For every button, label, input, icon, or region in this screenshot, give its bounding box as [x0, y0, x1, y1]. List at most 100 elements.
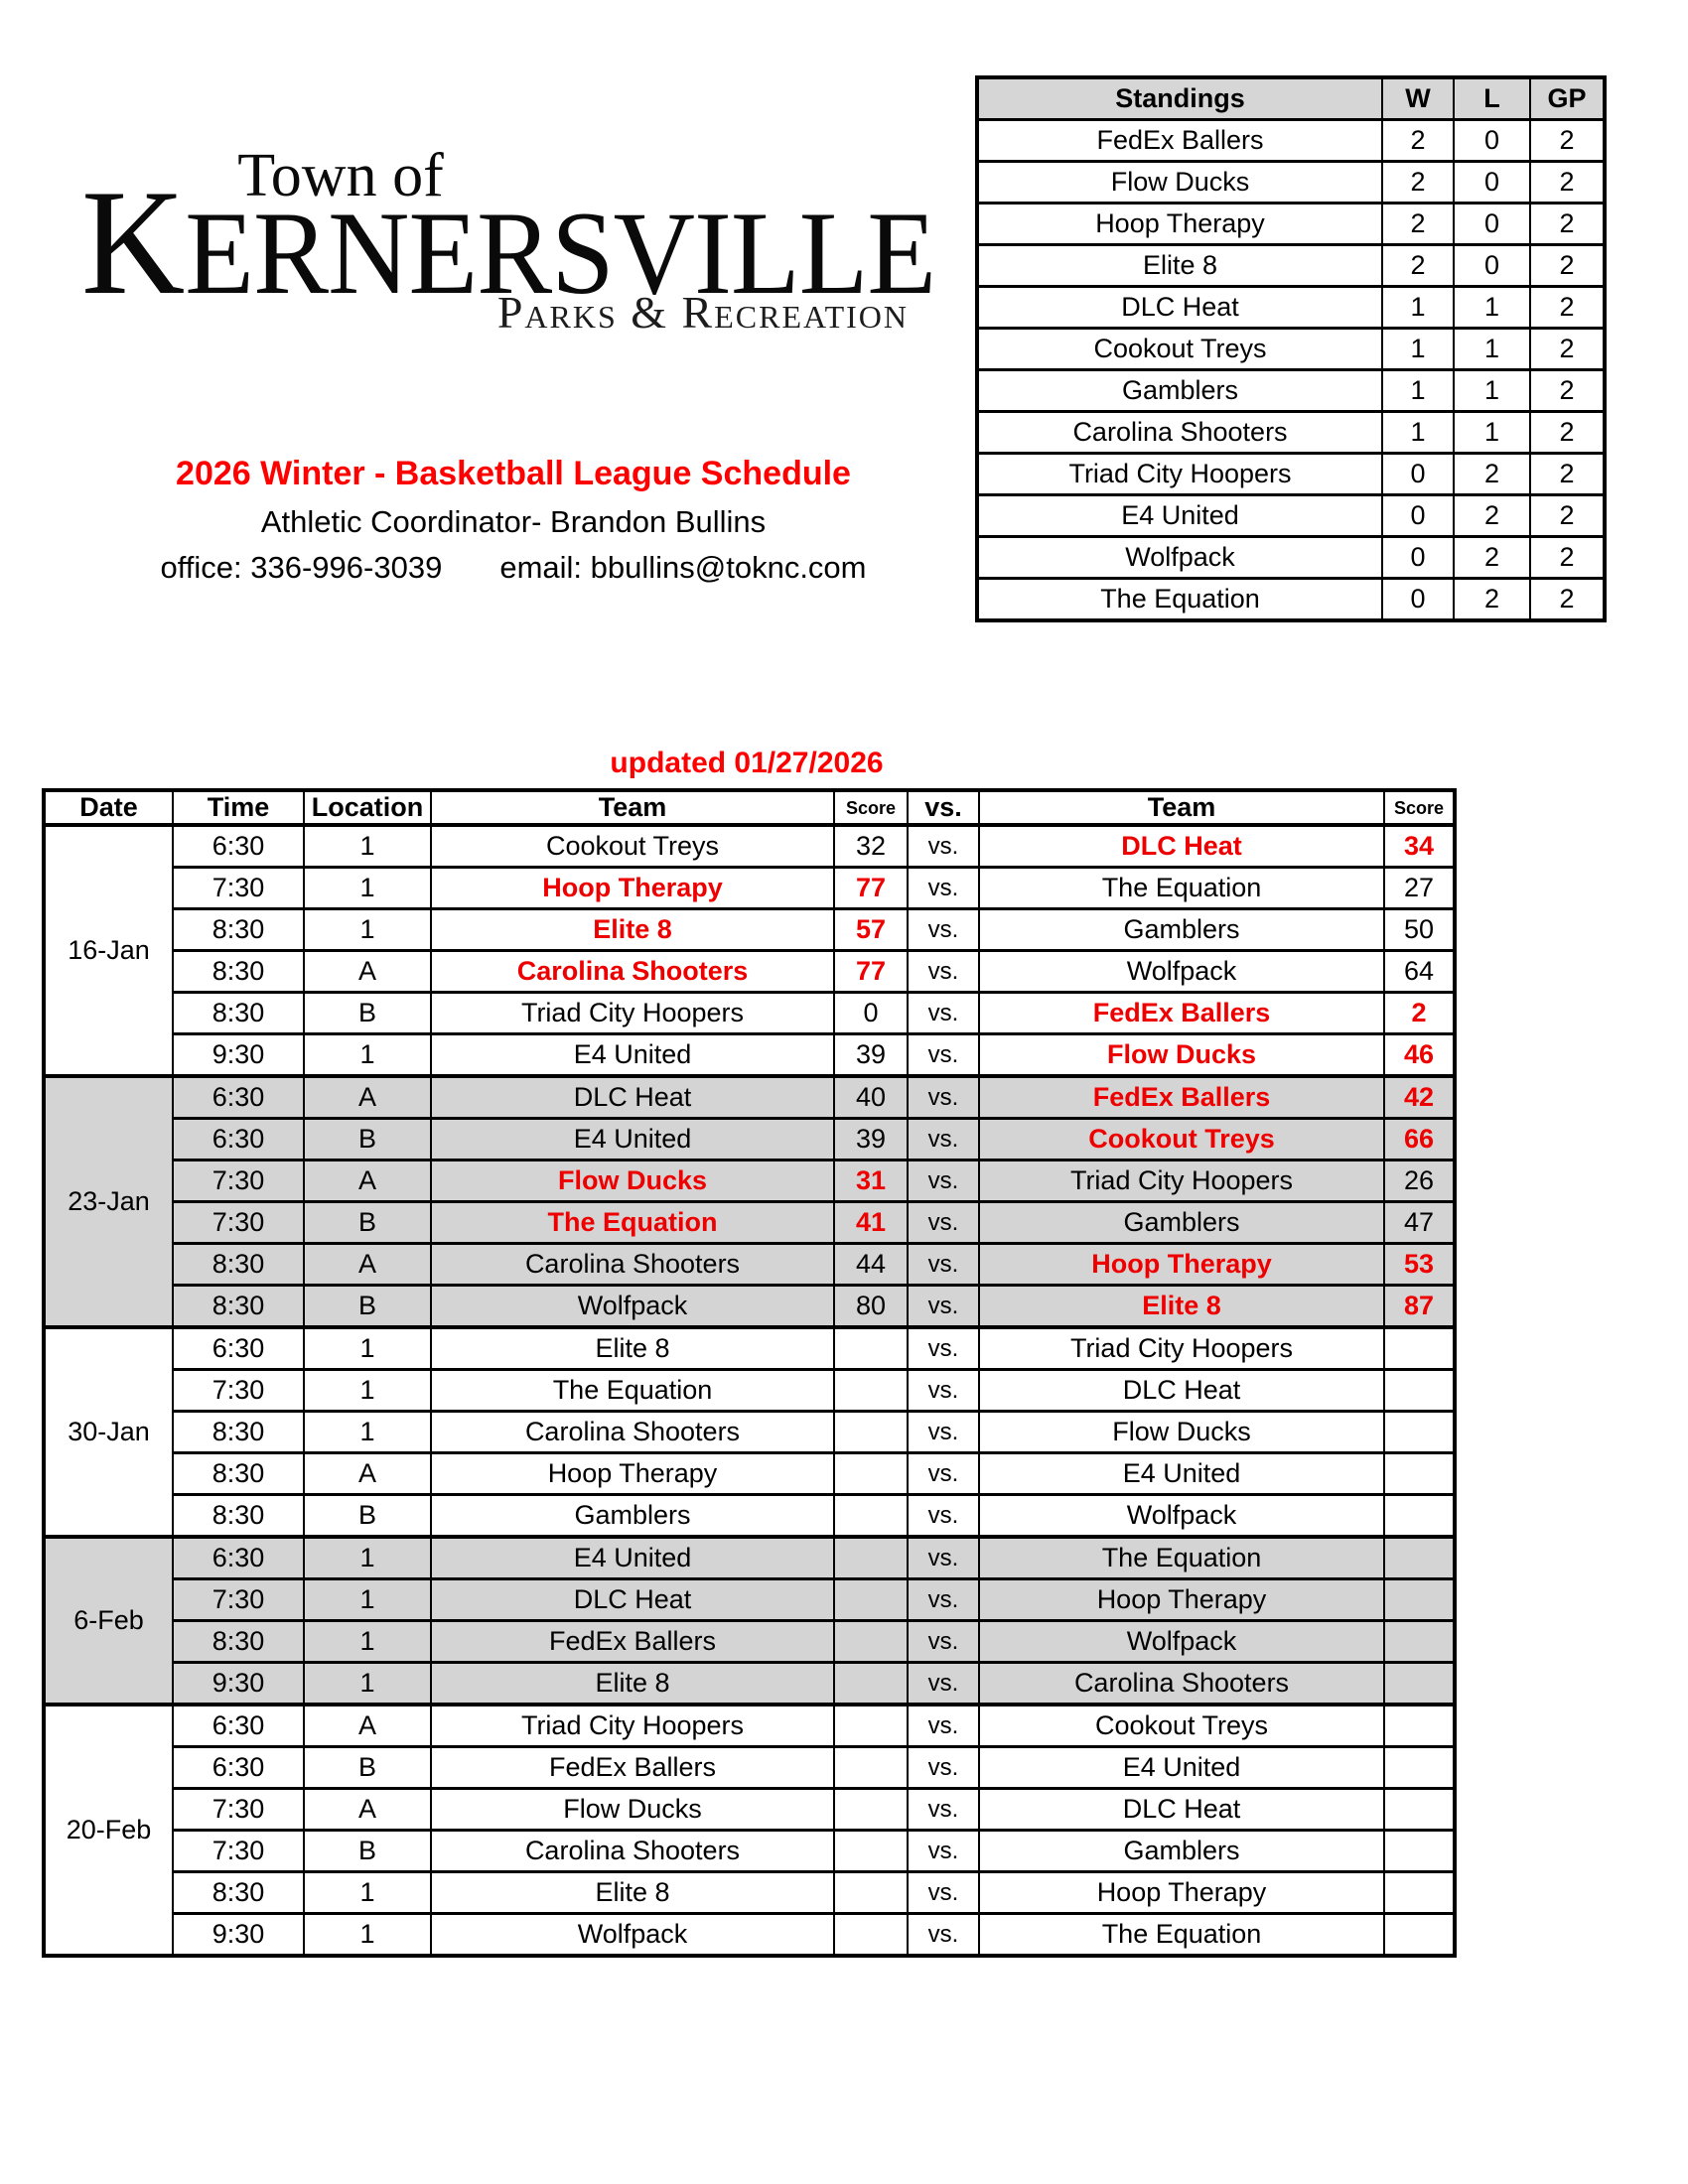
schedule-table: Date Time Location Team Score vs. Team Score 16… [42, 788, 1457, 1958]
home-score-cell [833, 1703, 909, 1748]
standings-wins-value: 2 [1381, 202, 1455, 246]
standings-team-name: Flow Ducks [976, 160, 1383, 205]
date-cell: 16-Jan [43, 823, 174, 1078]
home-score-cell: 77 [833, 866, 909, 910]
away-team-cell: DLC Heat [978, 1787, 1385, 1832]
standings-games-played-value: 2 [1529, 285, 1606, 330]
away-score-cell: 50 [1383, 907, 1456, 952]
time-cell: 6:30 [172, 1074, 305, 1120]
schedule-game-row: 6-Feb 6:30 1 E4 United vs. The Equation [43, 1535, 1456, 1706]
vs-cell: vs. [907, 991, 980, 1035]
location-cell: A [303, 1159, 432, 1203]
logo-parks-and-recreation: Parks & Recreation [496, 287, 909, 338]
standings-row: Wolfpack 0 2 2 [976, 535, 1606, 580]
home-team-cell: Elite 8 [430, 1661, 835, 1706]
away-score-cell [1383, 1870, 1456, 1915]
vs-cell: vs. [907, 1703, 980, 1748]
home-score-cell [833, 1619, 909, 1664]
home-team-cell: Carolina Shooters [430, 949, 835, 994]
home-score-cell [833, 1493, 909, 1539]
standings-wins-value: 2 [1381, 243, 1455, 288]
time-cell: 7:30 [172, 1159, 305, 1203]
date-cell: 23-Jan [43, 1074, 174, 1329]
vs-cell: vs. [907, 1912, 980, 1958]
title-block: 2026 Winter - Basketball League Schedule… [40, 455, 987, 586]
standings-wins-value: 1 [1381, 368, 1455, 413]
home-score-cell [833, 1577, 909, 1622]
home-score-cell [833, 1912, 909, 1958]
location-cell: A [303, 949, 432, 994]
away-score-cell: 53 [1383, 1242, 1456, 1287]
home-team-cell: E4 United [430, 1535, 835, 1580]
away-team-cell: Cookout Treys [978, 1703, 1385, 1748]
coordinator-line: Athletic Coordinator- Brandon Bullins [260, 504, 767, 539]
league-title: 2026 Winter - Basketball League Schedule [176, 455, 851, 492]
time-cell: 7:30 [172, 1829, 305, 1873]
schedule-game-row: 8:30 1 Carolina Shooters vs. Flow Ducks [44, 1410, 1456, 1454]
standings-row: Cookout Treys 1 1 2 [976, 327, 1606, 371]
standings-games-played-value: 2 [1529, 243, 1606, 288]
vs-cell: vs. [907, 1870, 980, 1915]
schedule-game-row: 6:30 B FedEx Ballers vs. E4 United [44, 1745, 1456, 1790]
office-phone: office: 336-996-3039 [160, 550, 443, 585]
standings-games-played-value: 2 [1529, 577, 1606, 622]
standings-table: Standings W L GP FedEx Ballers 2 0 2 Flow Ducks… [975, 75, 1607, 622]
away-score-cell: 26 [1383, 1159, 1456, 1203]
time-cell: 6:30 [172, 1703, 305, 1748]
time-cell: 6:30 [172, 1745, 305, 1790]
time-cell: 8:30 [172, 1451, 305, 1496]
away-team-cell: E4 United [978, 1451, 1385, 1496]
away-score-cell [1383, 1410, 1456, 1454]
schedule-game-row: 8:30 B Wolfpack 80 vs. Elite 8 87 [44, 1284, 1456, 1329]
vs-cell: vs. [907, 823, 980, 869]
home-score-cell: 0 [833, 991, 909, 1035]
standings-losses-value: 2 [1453, 452, 1531, 496]
away-score-cell [1383, 1912, 1456, 1958]
location-cell: 1 [303, 1032, 432, 1078]
away-team-cell: Gamblers [978, 1200, 1385, 1245]
away-score-cell [1383, 1661, 1456, 1706]
away-score-cell [1383, 1619, 1456, 1664]
home-score-cell: 80 [833, 1284, 909, 1329]
schedule-game-row: 7:30 1 Hoop Therapy 77 vs. The Equation 27 [44, 866, 1456, 910]
standings-row: FedEx Ballers 2 0 2 [976, 118, 1606, 163]
time-cell: 8:30 [172, 907, 305, 952]
location-cell: B [303, 991, 432, 1035]
home-team-cell: Flow Ducks [430, 1159, 835, 1203]
standings-games-played-value: 2 [1529, 202, 1606, 246]
time-cell: 9:30 [172, 1912, 305, 1958]
away-team-cell: Cookout Treys [978, 1117, 1385, 1161]
location-cell: A [303, 1451, 432, 1496]
time-cell: 8:30 [172, 1619, 305, 1664]
location-cell: B [303, 1200, 432, 1245]
standings-games-played-value: 2 [1529, 118, 1606, 163]
schedule-game-row: 8:30 A Carolina Shooters 44 vs. Hoop Therapy 5… [44, 1242, 1456, 1287]
home-team-cell: Hoop Therapy [430, 1451, 835, 1496]
time-cell: 8:30 [172, 1242, 305, 1287]
home-team-cell: DLC Heat [430, 1577, 835, 1622]
home-team-cell: Wolfpack [430, 1284, 835, 1329]
home-score-cell [833, 1368, 909, 1413]
standings-row: DLC Heat 1 1 2 [976, 285, 1606, 330]
updated-label: updated 01/27/2026 [610, 747, 884, 779]
schedule-game-row: 9:30 1 E4 United 39 vs. Flow Ducks 46 [44, 1032, 1456, 1078]
away-score-cell: 87 [1383, 1284, 1456, 1329]
location-cell: 1 [303, 1577, 432, 1622]
standings-team-name: The Equation [976, 577, 1383, 622]
away-team-cell: The Equation [978, 1535, 1385, 1580]
schedule-game-row: 7:30 A Flow Ducks vs. DLC Heat [44, 1787, 1456, 1832]
time-cell: 9:30 [172, 1661, 305, 1706]
schedule-header-team-left: Team [430, 789, 835, 827]
away-score-cell: 66 [1383, 1117, 1456, 1161]
location-cell: 1 [303, 1325, 432, 1371]
standings-losses-value: 1 [1453, 327, 1531, 371]
home-score-cell [833, 1325, 909, 1371]
location-cell: 1 [303, 823, 432, 869]
vs-cell: vs. [907, 1325, 980, 1371]
away-team-cell: Elite 8 [978, 1284, 1385, 1329]
schedule-game-row: 16-Jan 6:30 1 Cookout Treys 32 vs. DLC Heat 34 [43, 823, 1456, 1078]
home-team-cell: Elite 8 [430, 1870, 835, 1915]
home-score-cell [833, 1661, 909, 1706]
standings-losses-value: 0 [1453, 202, 1531, 246]
